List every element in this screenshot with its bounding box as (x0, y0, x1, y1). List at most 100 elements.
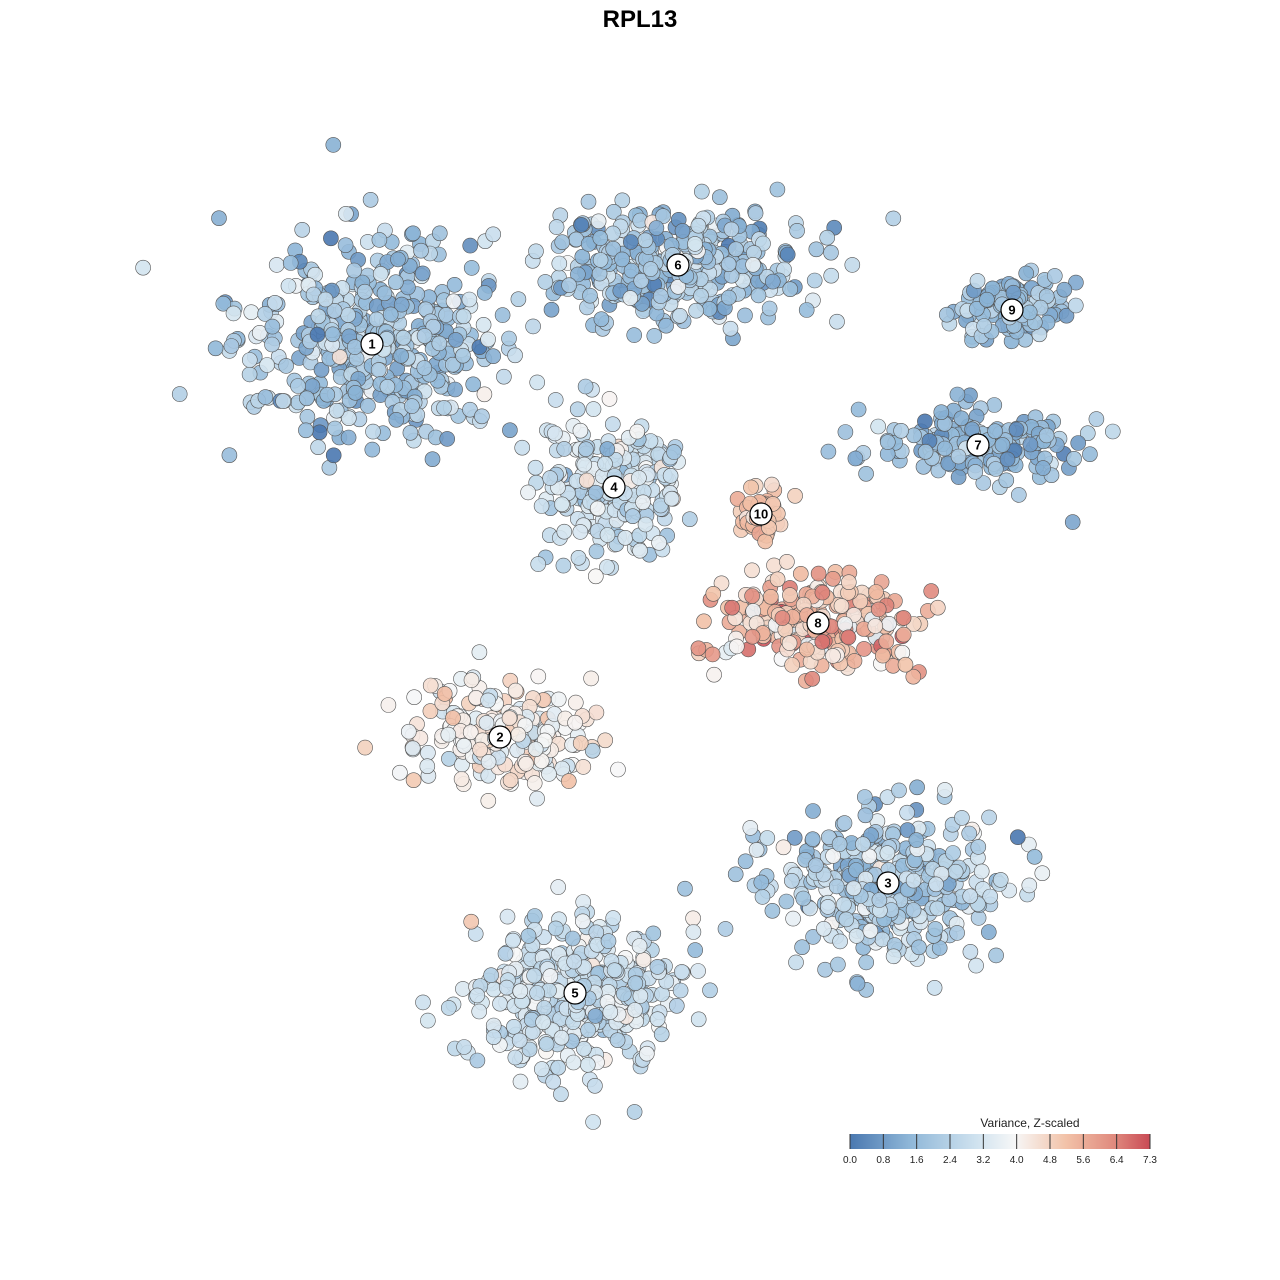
cluster-label-text: 7 (974, 438, 981, 453)
data-point (474, 408, 490, 425)
data-point (264, 318, 281, 335)
data-point (592, 252, 609, 268)
legend-tick-label: 2.4 (943, 1155, 957, 1166)
data-point (387, 274, 404, 291)
data-point (405, 225, 421, 242)
data-point (805, 929, 821, 945)
data-point (533, 1061, 550, 1077)
data-point (737, 853, 754, 870)
data-point (331, 349, 348, 365)
data-point (567, 694, 584, 711)
data-point (501, 330, 517, 347)
data-point (405, 772, 422, 789)
data-point (529, 985, 545, 1001)
data-point (599, 441, 616, 457)
data-point (483, 967, 499, 984)
data-point (855, 836, 871, 853)
data-point (371, 232, 388, 248)
data-point (874, 647, 891, 664)
data-point (844, 257, 861, 273)
data-point (815, 920, 832, 937)
data-point (794, 939, 810, 956)
data-point (298, 422, 314, 439)
data-point (782, 281, 799, 298)
data-point (512, 983, 529, 1000)
data-point (615, 986, 632, 1002)
data-point (819, 229, 836, 246)
data-point (215, 295, 232, 312)
cluster-label-text: 9 (1008, 303, 1015, 318)
data-point (395, 329, 412, 346)
data-point (1022, 436, 1039, 453)
data-point (693, 287, 709, 304)
data-point (649, 1011, 666, 1028)
data-point (422, 677, 439, 694)
data-point (999, 451, 1016, 468)
data-point (510, 726, 527, 743)
data-point (542, 470, 558, 486)
data-point (485, 348, 502, 365)
data-point (862, 922, 879, 939)
data-point (542, 968, 559, 984)
data-point (766, 557, 782, 574)
data-point (622, 234, 639, 250)
data-point (795, 890, 812, 907)
data-point (784, 657, 800, 673)
data-point (376, 285, 393, 302)
data-point (290, 378, 306, 394)
data-point (514, 439, 531, 456)
data-point (340, 307, 356, 323)
data-point (870, 601, 887, 618)
data-point (587, 568, 604, 585)
data-point (858, 954, 875, 971)
chart-title: RPL13 (603, 6, 678, 33)
data-point (530, 556, 547, 572)
data-point (690, 217, 707, 234)
data-point (512, 1073, 529, 1090)
data-point (362, 192, 379, 208)
data-point (241, 366, 258, 383)
data-point (207, 340, 224, 357)
data-point (554, 496, 570, 513)
data-point (846, 653, 863, 669)
data-point (569, 401, 586, 418)
data-point (929, 599, 946, 616)
data-point (447, 381, 463, 398)
data-point (583, 670, 599, 687)
data-point (629, 423, 646, 440)
data-point (565, 1054, 582, 1071)
data-point (632, 542, 648, 559)
data-point (338, 206, 354, 222)
data-point (319, 386, 336, 403)
color-legend: Variance, Z-scaled 0.0 0.8 1.6 2.4 3.2 4.0 4.8… (843, 1116, 1157, 1166)
data-point (587, 1078, 603, 1094)
data-point (1035, 460, 1051, 476)
data-point (787, 487, 803, 504)
data-point (475, 316, 492, 333)
data-point (446, 276, 463, 293)
data-point (737, 307, 753, 324)
data-point (324, 326, 341, 343)
data-point (646, 328, 663, 344)
data-point (967, 464, 984, 480)
data-point (323, 230, 339, 247)
data-point (848, 928, 865, 944)
data-point (593, 311, 610, 328)
data-point (340, 429, 357, 446)
data-point (744, 628, 761, 645)
data-point (895, 610, 912, 626)
data-point (781, 635, 798, 651)
data-point (976, 318, 992, 334)
data-point (769, 571, 786, 588)
data-point (431, 335, 448, 352)
data-point (720, 256, 737, 273)
data-point (441, 750, 457, 767)
data-point (798, 641, 815, 658)
data-point (340, 410, 357, 427)
data-point (346, 262, 363, 279)
data-point (436, 400, 452, 416)
data-point (585, 1114, 601, 1130)
data-point (775, 839, 792, 856)
data-point (806, 272, 823, 289)
